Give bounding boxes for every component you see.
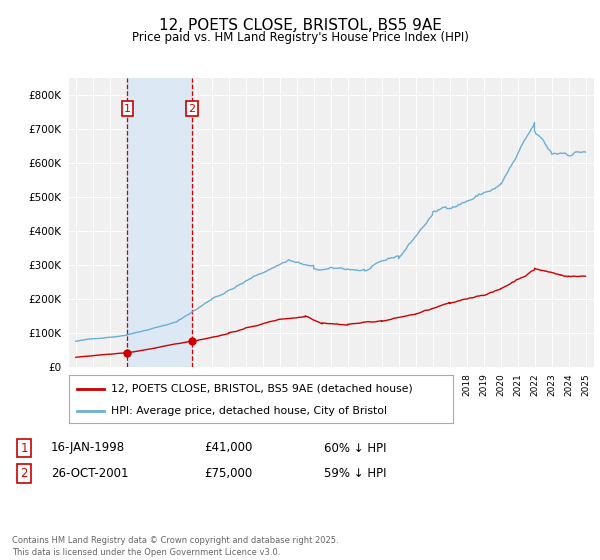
Text: Price paid vs. HM Land Registry's House Price Index (HPI): Price paid vs. HM Land Registry's House … <box>131 31 469 44</box>
Text: 1: 1 <box>20 441 28 455</box>
Bar <box>127 78 191 367</box>
Text: £41,000: £41,000 <box>204 441 253 455</box>
Text: Contains HM Land Registry data © Crown copyright and database right 2025.
This d: Contains HM Land Registry data © Crown c… <box>12 536 338 557</box>
Text: 60% ↓ HPI: 60% ↓ HPI <box>324 441 386 455</box>
Text: 12, POETS CLOSE, BRISTOL, BS5 9AE: 12, POETS CLOSE, BRISTOL, BS5 9AE <box>158 18 442 33</box>
Text: 2: 2 <box>20 466 28 480</box>
Text: 59% ↓ HPI: 59% ↓ HPI <box>324 466 386 480</box>
Text: 1: 1 <box>124 104 131 114</box>
Text: 16-JAN-1998: 16-JAN-1998 <box>51 441 125 455</box>
Text: £75,000: £75,000 <box>204 466 252 480</box>
Text: 26-OCT-2001: 26-OCT-2001 <box>51 466 128 480</box>
Text: 2: 2 <box>188 104 195 114</box>
Text: HPI: Average price, detached house, City of Bristol: HPI: Average price, detached house, City… <box>111 406 387 416</box>
Text: 12, POETS CLOSE, BRISTOL, BS5 9AE (detached house): 12, POETS CLOSE, BRISTOL, BS5 9AE (detac… <box>111 384 413 394</box>
